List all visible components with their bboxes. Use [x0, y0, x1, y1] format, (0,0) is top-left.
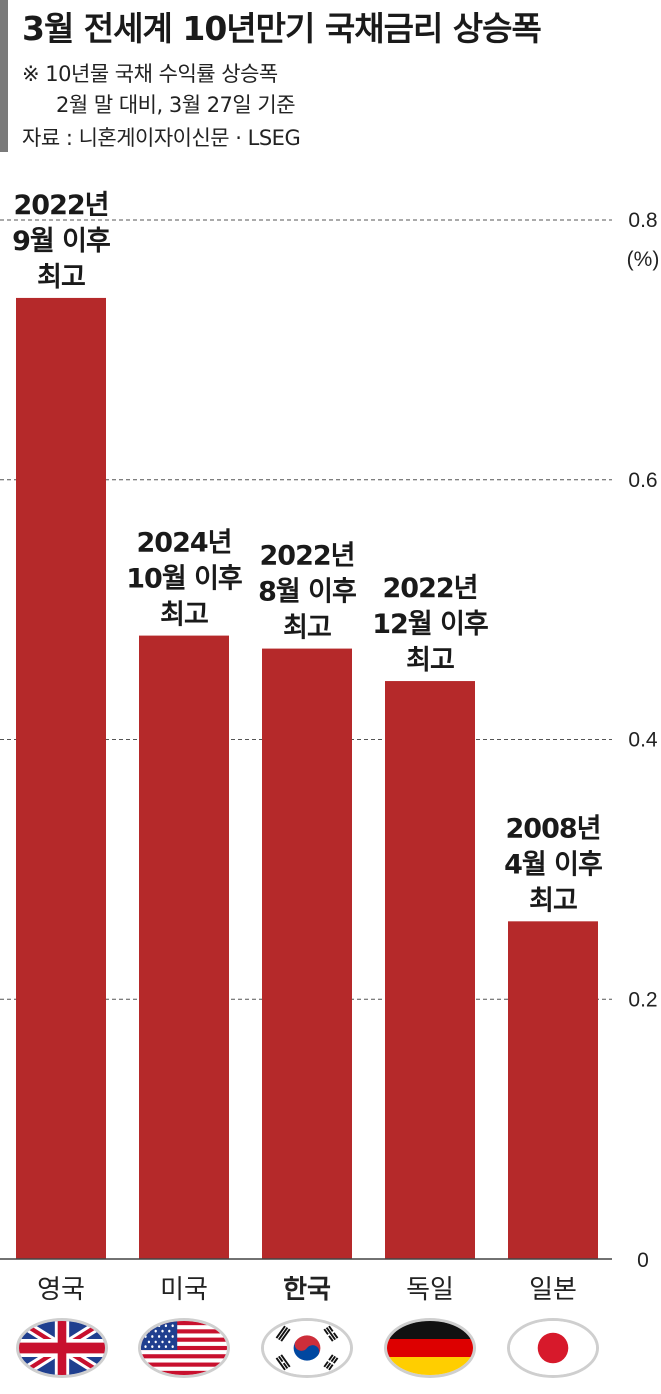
chart-note-line2: 2월 말 대비, 3월 27일 기준 [56, 93, 296, 117]
y-tick-label: 0.6 [628, 469, 657, 492]
bar-data-label: 12월 이후 [372, 609, 488, 640]
chart-title: 3월 전세계 10년만기 국채금리 상승폭 [22, 9, 542, 48]
bar [508, 921, 598, 1259]
y-tick-label: 0.4 [628, 729, 658, 752]
x-category-label: 독일 [406, 1275, 454, 1305]
bar-data-label: 최고 [406, 645, 454, 676]
bar-data-label: 10월 이후 [126, 564, 242, 595]
bar-data-label: 최고 [160, 600, 208, 631]
uk-flag-icon [16, 1318, 108, 1378]
bar [385, 681, 475, 1259]
y-tick-label: 0 [637, 1249, 649, 1272]
bar-data-label: 2022년 [14, 190, 109, 221]
bar-data-label: 4월 이후 [504, 849, 602, 880]
bar [262, 648, 352, 1259]
bar-data-label: 2022년 [383, 573, 478, 604]
korea-flag-icon [261, 1318, 353, 1378]
bar-data-label: 2024년 [137, 528, 232, 559]
germany-flag-icon [384, 1318, 476, 1378]
x-category-label: 일본 [529, 1275, 577, 1305]
x-category-label: 영국 [37, 1275, 85, 1305]
bar [139, 635, 229, 1259]
us-flag-icon [138, 1318, 230, 1378]
chart-note-line1: ※ 10년물 국채 수익률 상승폭 [22, 62, 278, 86]
y-tick-label: 0.8 [628, 209, 657, 232]
title-accent-bar [0, 0, 8, 152]
bar-data-label: 9월 이후 [12, 226, 110, 257]
bar-data-label: 최고 [37, 262, 85, 293]
x-category-label: 한국 [283, 1275, 331, 1305]
bar-data-label: 2022년 [260, 541, 355, 572]
japan-flag-icon [507, 1318, 599, 1378]
bar-data-label: 최고 [529, 885, 577, 916]
bar [16, 297, 106, 1259]
bar-data-label: 2008년 [506, 813, 601, 844]
bar-data-label: 최고 [283, 613, 331, 644]
y-unit-label: (%) [627, 248, 660, 271]
y-tick-label: 0.2 [628, 988, 657, 1011]
bar-data-label: 8월 이후 [258, 577, 356, 608]
x-category-label: 미국 [160, 1275, 208, 1305]
chart-source: 자료 : 니혼게이자이신문 · LSEG [22, 126, 301, 150]
